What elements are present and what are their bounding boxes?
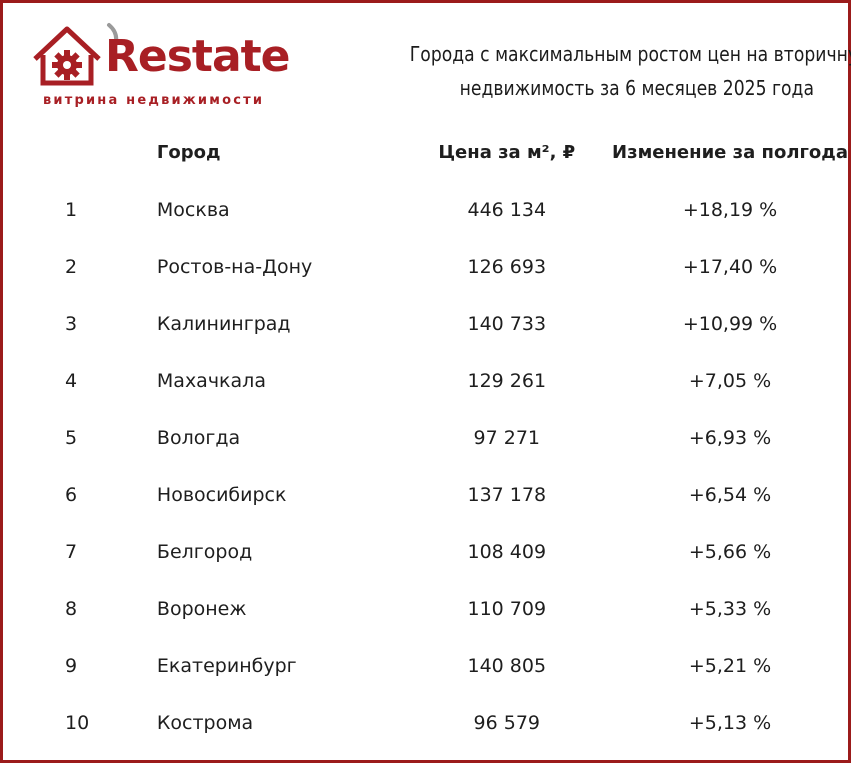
restate-logo: Restate витрина недвижимости <box>31 21 293 113</box>
logo-tagline: витрина недвижимости <box>43 93 265 108</box>
row-price: 108 409 <box>467 540 547 563</box>
row-price: 137 178 <box>467 483 547 506</box>
row-city: Новосибирск <box>156 483 287 506</box>
row-price: 126 693 <box>467 255 547 278</box>
row-rank: 8 <box>65 597 78 620</box>
city-price-table: Город Цена за м², ₽ Изменение за полгода… <box>43 123 848 751</box>
table-header-row: Город Цена за м², ₽ Изменение за полгода <box>43 123 848 181</box>
page-title: Города с максимальным ростом цен на втор… <box>409 37 851 105</box>
table-row: 7 Белгород 108 409 +5,66 % <box>43 523 848 580</box>
title-line-1: Города с максимальным ростом цен на втор… <box>409 42 851 66</box>
row-rank: 2 <box>65 255 78 278</box>
row-city: Москва <box>156 198 230 221</box>
header-rank <box>43 123 157 181</box>
row-city: Ростов-на-Дону <box>156 255 313 278</box>
row-change: +5,13 % <box>688 711 772 734</box>
header-city: Город <box>156 141 221 163</box>
row-price: 129 261 <box>467 369 547 392</box>
row-rank: 9 <box>65 654 78 677</box>
row-city: Вологда <box>156 426 241 449</box>
row-change: +18,19 % <box>682 198 778 221</box>
row-change: +7,05 % <box>688 369 772 392</box>
row-city: Махачкала <box>156 369 266 392</box>
row-city: Екатеринбург <box>156 654 297 677</box>
table-row: 3 Калининград 140 733 +10,99 % <box>43 295 848 352</box>
row-price: 96 579 <box>473 711 541 734</box>
table-row: 9 Екатеринбург 140 805 +5,21 % <box>43 637 848 694</box>
row-price: 446 134 <box>467 198 547 221</box>
row-change: +17,40 % <box>682 255 778 278</box>
row-city: Воронеж <box>156 597 247 620</box>
table-row: 2 Ростов-на-Дону 126 693 +17,40 % <box>43 238 848 295</box>
title-line-2: недвижимость за 6 месяцев 2025 года <box>459 76 814 100</box>
table-row: 6 Новосибирск 137 178 +6,54 % <box>43 466 848 523</box>
header-change: Изменение за полгода <box>612 141 848 163</box>
house-gear-icon <box>33 23 119 86</box>
row-change: +10,99 % <box>682 312 778 335</box>
row-rank: 10 <box>65 711 90 734</box>
table-row: 5 Вологда 97 271 +6,93 % <box>43 409 848 466</box>
row-change: +6,54 % <box>688 483 772 506</box>
row-change: +5,21 % <box>688 654 772 677</box>
table-row: 4 Махачкала 129 261 +7,05 % <box>43 352 848 409</box>
row-rank: 5 <box>65 426 78 449</box>
row-rank: 3 <box>65 312 78 335</box>
logo-wordmark: Restate <box>105 31 291 82</box>
table-row: 10 Кострома 96 579 +5,13 % <box>43 694 848 751</box>
row-city: Калининград <box>156 312 291 335</box>
row-change: +5,66 % <box>688 540 772 563</box>
row-price: 110 709 <box>467 597 547 620</box>
row-price: 140 805 <box>467 654 547 677</box>
row-city: Кострома <box>156 711 254 734</box>
row-price: 140 733 <box>467 312 547 335</box>
row-change: +5,33 % <box>688 597 772 620</box>
row-rank: 6 <box>65 483 78 506</box>
row-change: +6,93 % <box>688 426 772 449</box>
header-price: Цена за м², ₽ <box>438 141 576 163</box>
table-row: 1 Москва 446 134 +18,19 % <box>43 181 848 238</box>
row-rank: 7 <box>65 540 78 563</box>
row-rank: 1 <box>65 198 78 221</box>
table-row: 8 Воронеж 110 709 +5,33 % <box>43 580 848 637</box>
table-body: 1 Москва 446 134 +18,19 % 2 Ростов-на-Дону 126… <box>43 181 848 751</box>
row-rank: 4 <box>65 369 78 392</box>
row-city: Белгород <box>156 540 253 563</box>
row-price: 97 271 <box>473 426 541 449</box>
